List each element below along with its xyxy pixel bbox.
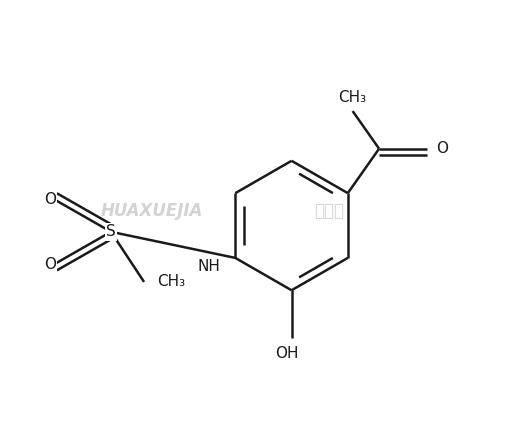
Text: HUAXUEJIA: HUAXUEJIA bbox=[101, 202, 203, 220]
Text: O: O bbox=[44, 257, 56, 272]
Text: S: S bbox=[106, 225, 116, 239]
Text: OH: OH bbox=[275, 346, 298, 361]
Text: CH₃: CH₃ bbox=[157, 274, 185, 289]
Text: O: O bbox=[436, 141, 448, 156]
Text: 化学加: 化学加 bbox=[314, 202, 344, 220]
Text: NH: NH bbox=[197, 259, 220, 274]
Text: O: O bbox=[44, 192, 56, 207]
Text: CH₃: CH₃ bbox=[339, 90, 367, 105]
